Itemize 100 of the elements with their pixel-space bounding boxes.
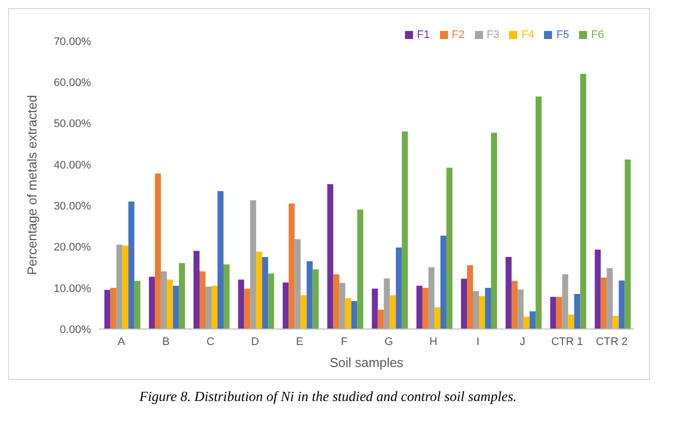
bar	[402, 132, 408, 329]
bar	[339, 282, 346, 329]
bar	[600, 278, 607, 329]
x-tick-label: E	[296, 336, 304, 348]
x-tick-label: D	[251, 336, 260, 348]
bar	[244, 288, 250, 329]
y-tick-label: 70.00%	[54, 36, 92, 48]
bar	[594, 250, 601, 329]
bar	[562, 274, 568, 329]
bar	[300, 295, 307, 329]
x-axis-title: Soil samples	[330, 355, 404, 370]
bar	[390, 295, 396, 329]
bar	[128, 201, 134, 329]
bar	[550, 296, 556, 329]
y-tick-label: 0.00%	[60, 324, 92, 336]
bar	[333, 274, 340, 329]
bar	[238, 280, 244, 329]
bar	[580, 74, 586, 329]
bar	[473, 291, 480, 329]
bar	[172, 286, 179, 329]
bar	[312, 269, 319, 329]
bar	[574, 294, 580, 329]
bar	[446, 168, 452, 329]
bar	[491, 132, 498, 329]
bar	[194, 250, 200, 329]
x-tick-label: CTR 1	[551, 336, 584, 348]
x-tick-label: H	[429, 336, 438, 348]
bar	[268, 273, 274, 329]
bar	[378, 310, 384, 329]
bar	[624, 159, 631, 329]
bar	[212, 286, 218, 329]
legend-label: F4	[521, 29, 534, 41]
bar	[612, 316, 619, 329]
x-tick-label: A	[118, 336, 126, 348]
legend-label: F5	[556, 29, 570, 41]
legend-label: F6	[591, 29, 604, 41]
legend-label: F1	[416, 29, 430, 41]
bar	[345, 298, 352, 329]
x-tick-label: C	[206, 336, 214, 348]
bar	[288, 204, 295, 329]
x-tick-label: F	[340, 336, 348, 348]
x-tick-label: B	[162, 336, 170, 348]
bar	[294, 239, 301, 329]
bar	[506, 257, 512, 329]
bar	[434, 307, 440, 329]
bar	[110, 288, 116, 329]
x-tick-label: CTR 2	[596, 336, 628, 348]
bar	[512, 280, 518, 329]
bar	[606, 268, 613, 329]
y-tick-label: 60.00%	[54, 77, 92, 90]
y-tick-label: 20.00%	[54, 242, 92, 254]
y-axis-title: Percentage of metals extracted	[24, 95, 40, 275]
bar	[166, 280, 173, 329]
bar	[178, 263, 185, 329]
bar	[568, 314, 574, 329]
bar	[206, 286, 212, 329]
bar	[618, 280, 625, 329]
bar	[122, 245, 128, 329]
bar	[422, 288, 428, 329]
bar	[530, 311, 536, 329]
y-tick-label: 40.00%	[54, 159, 92, 172]
bar	[485, 288, 492, 329]
y-tick-label: 10.00%	[54, 282, 92, 295]
bar	[250, 200, 256, 329]
bar	[384, 278, 390, 329]
y-tick-label: 50.00%	[54, 118, 92, 130]
bar	[396, 248, 402, 329]
bar	[148, 276, 155, 329]
bar	[104, 290, 110, 329]
bar	[134, 280, 140, 329]
bar	[467, 265, 474, 329]
bar	[306, 261, 313, 329]
bar	[524, 316, 530, 329]
bar	[357, 210, 364, 329]
legend-label: F3	[486, 29, 500, 41]
bar	[372, 288, 378, 329]
bar	[416, 286, 422, 329]
bar	[154, 173, 161, 329]
x-tick-label: I	[476, 336, 480, 348]
bar	[200, 271, 206, 329]
y-tick-label: 30.00%	[54, 200, 92, 212]
bar	[440, 236, 446, 329]
bar	[327, 184, 334, 329]
caption: Figure 8. Distribution of Ni in the studied and control soil samples.	[138, 390, 518, 406]
bar	[160, 271, 167, 329]
bar	[428, 267, 434, 329]
bar	[536, 96, 542, 329]
bar	[461, 278, 468, 329]
bar	[256, 252, 262, 329]
bar	[282, 282, 289, 329]
bar	[479, 296, 486, 329]
bar	[556, 296, 562, 329]
bar	[351, 301, 358, 329]
x-tick-label: J	[520, 336, 526, 348]
bar	[116, 244, 122, 329]
bar	[224, 264, 230, 329]
x-tick-label: G	[384, 336, 394, 348]
bar	[262, 257, 268, 329]
legend-label: F2	[452, 29, 465, 41]
bar	[518, 290, 524, 329]
